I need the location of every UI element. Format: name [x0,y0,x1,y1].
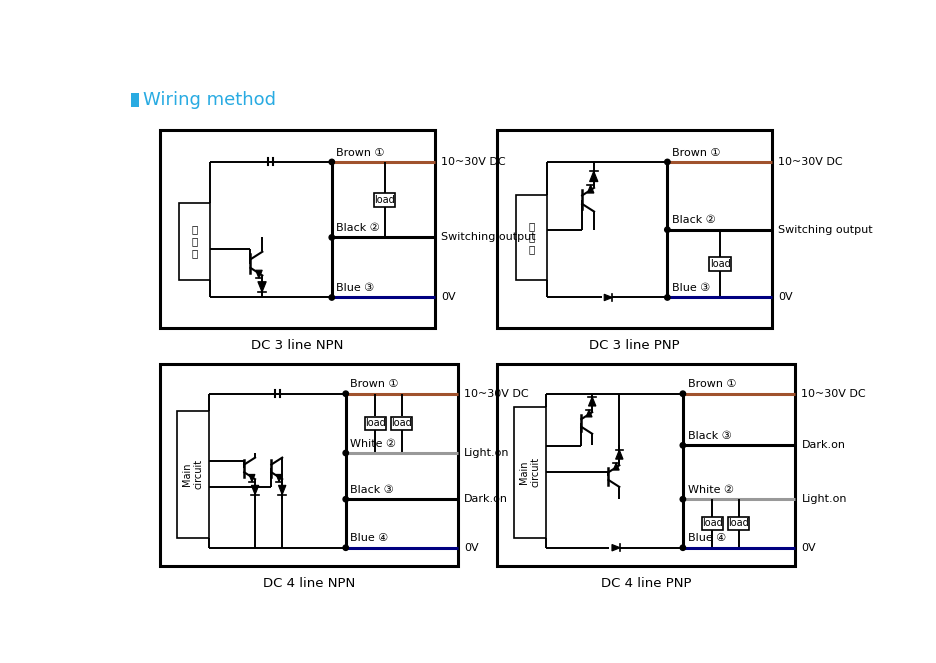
Text: 0V: 0V [464,543,478,553]
Text: load: load [373,195,394,205]
Bar [177,410,209,538]
Circle shape [664,295,669,300]
Text: load: load [701,518,722,528]
Bar [496,365,795,566]
Bar [709,257,730,271]
Text: load: load [364,418,385,428]
Text: Switching output: Switching output [441,233,535,243]
Bar [727,517,749,530]
Bar [159,365,458,566]
Text: 10~30V DC: 10~30V DC [800,389,865,398]
Text: 10~30V DC: 10~30V DC [778,157,841,167]
Text: Dark.on: Dark.on [464,494,508,504]
Text: Blue ③: Blue ③ [336,283,374,293]
Bar [131,93,139,107]
Text: White ②: White ② [687,485,733,495]
Circle shape [680,497,685,502]
Text: Blue ④: Blue ④ [687,534,725,544]
Bar [701,517,722,530]
Text: Light.on: Light.on [800,494,846,504]
Text: Wiring method: Wiring method [143,91,276,109]
Polygon shape [604,294,612,301]
Polygon shape [276,475,282,482]
Circle shape [664,159,669,164]
Circle shape [664,227,669,233]
Bar [179,203,210,280]
Polygon shape [611,544,620,551]
Text: load: load [709,259,730,269]
Text: load: load [390,418,412,428]
Polygon shape [586,410,592,417]
Circle shape [329,159,334,164]
Text: Brown ①: Brown ① [350,379,399,389]
Circle shape [680,443,685,448]
Bar [159,129,434,328]
Text: load: load [727,518,748,528]
Polygon shape [251,485,258,495]
Text: White ②: White ② [350,439,396,449]
Text: Black ②: Black ② [336,223,380,233]
Text: Switching output: Switching output [778,225,872,235]
Polygon shape [278,485,285,495]
Text: 主
电
路: 主 电 路 [528,221,534,254]
Text: 0V: 0V [800,543,815,553]
Bar [516,195,547,280]
Circle shape [343,497,348,502]
Text: DC 3 line NPN: DC 3 line NPN [251,339,344,351]
Text: Blue ③: Blue ③ [671,283,709,293]
Bar [513,407,546,538]
Text: 0V: 0V [778,292,792,302]
Text: Light.on: Light.on [464,448,509,458]
Text: 0V: 0V [441,292,455,302]
Text: Black ③: Black ③ [687,431,730,441]
Text: Black ③: Black ③ [350,485,394,495]
Text: Brown ①: Brown ① [687,379,736,389]
Circle shape [343,545,348,550]
Circle shape [680,545,685,550]
Text: Dark.on: Dark.on [800,440,844,450]
Polygon shape [589,171,597,182]
Bar [496,129,771,328]
Bar [390,417,412,430]
Polygon shape [256,271,262,278]
Text: 10~30V DC: 10~30V DC [441,157,505,167]
Polygon shape [588,396,595,406]
Text: Black ②: Black ② [671,215,715,225]
Text: 主
电
路: 主 电 路 [191,225,197,258]
Circle shape [343,450,348,455]
Text: Brown ①: Brown ① [336,148,385,158]
Circle shape [680,391,685,396]
Text: DC 4 line PNP: DC 4 line PNP [600,577,691,589]
Circle shape [329,295,334,300]
Text: Blue ④: Blue ④ [350,534,388,544]
Polygon shape [249,475,255,482]
Text: Brown ①: Brown ① [671,148,720,158]
Circle shape [343,391,348,396]
Text: 10~30V DC: 10~30V DC [464,389,529,398]
Polygon shape [587,185,593,193]
Text: Main
circuit: Main circuit [183,459,204,489]
Text: Main
circuit: Main circuit [519,457,540,487]
Text: DC 3 line PNP: DC 3 line PNP [589,339,679,351]
Bar [364,417,386,430]
Polygon shape [257,282,266,292]
Polygon shape [612,463,619,470]
Bar [373,193,395,207]
Text: DC 4 line NPN: DC 4 line NPN [262,577,355,589]
Circle shape [329,235,334,240]
Polygon shape [615,450,622,459]
